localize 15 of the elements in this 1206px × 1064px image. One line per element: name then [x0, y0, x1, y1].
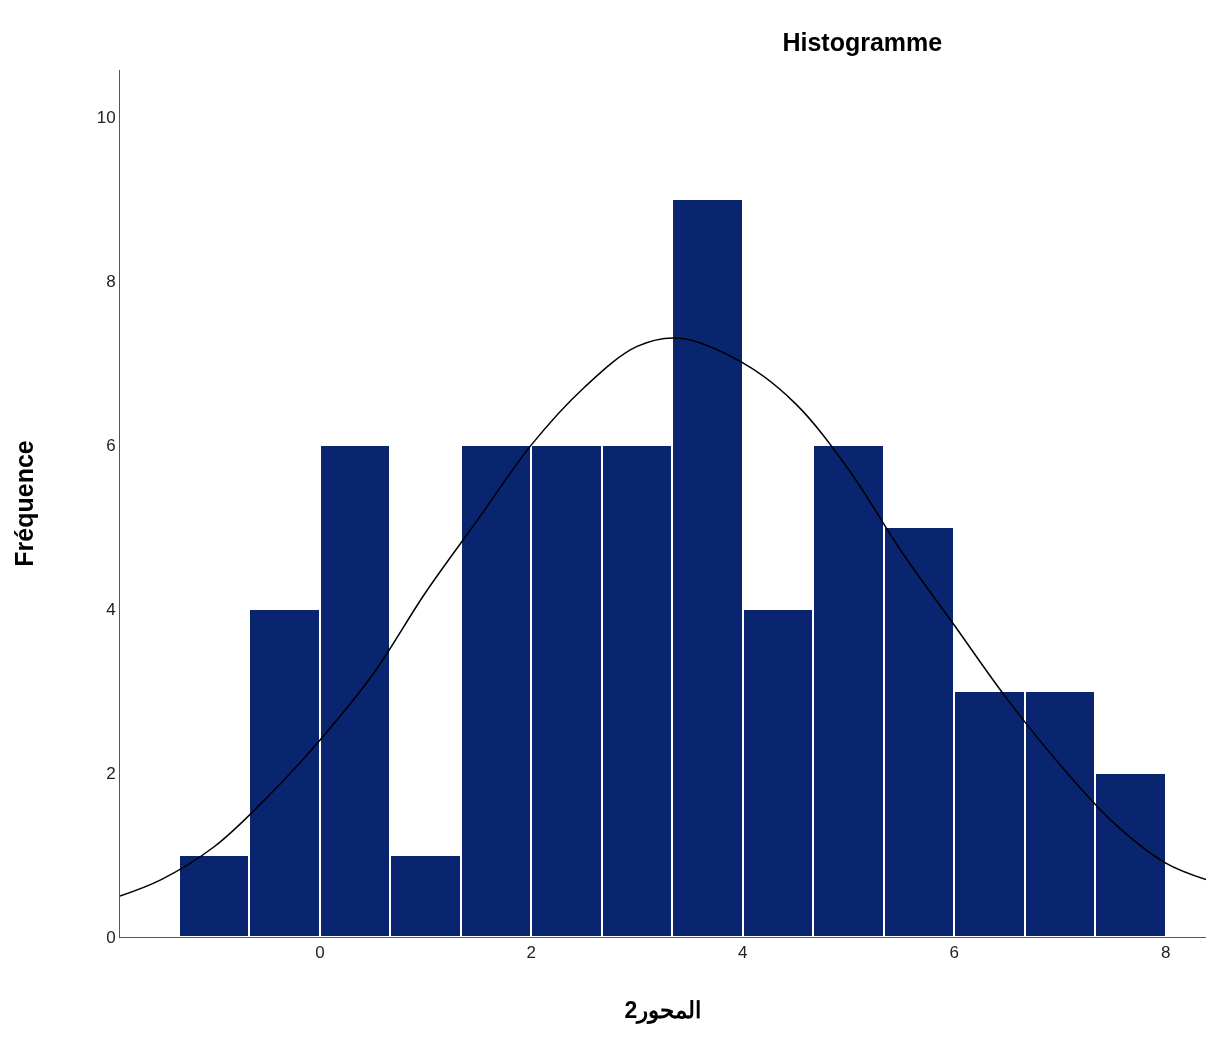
line-series — [120, 337, 1206, 897]
x-tick-label: 6 — [949, 943, 960, 963]
x-tick-label: 4 — [738, 943, 748, 963]
y-tick-label: 0 — [106, 927, 116, 947]
y-tick-label: 2 — [106, 763, 116, 783]
x-tick-label: 8 — [1161, 943, 1171, 963]
y-axis-title: Fréquence — [10, 440, 39, 567]
chart-title: Histogramme — [782, 28, 943, 57]
x-axis-title: المحور2 — [624, 997, 702, 1025]
y-tick-label: 8 — [106, 271, 116, 291]
x-tick-label: 0 — [315, 943, 325, 963]
y-tick-label: 4 — [106, 599, 116, 619]
y-tick-label: 6 — [106, 435, 116, 455]
y-tick-label: 10 — [96, 107, 116, 127]
x-tick-label: 2 — [526, 943, 537, 963]
